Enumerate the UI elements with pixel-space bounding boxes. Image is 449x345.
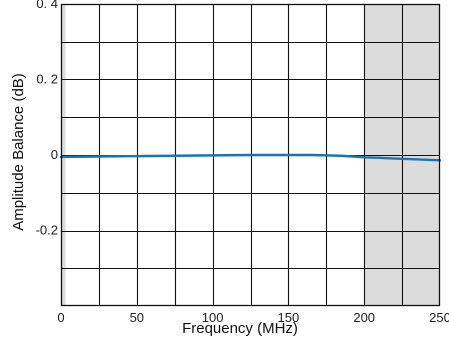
y-tick-label: 0. 2 xyxy=(36,72,58,87)
x-tick-label: 250 xyxy=(429,310,449,325)
series-line-layer xyxy=(59,153,442,162)
x-tick-label: 0 xyxy=(57,310,64,325)
series-line-0 xyxy=(59,153,442,162)
x-tick-label: 50 xyxy=(130,310,144,325)
y-axis-title: Amplitude Balance (dB) xyxy=(10,73,27,231)
x-tick-label: 150 xyxy=(278,310,300,325)
y-tick-label: 0 xyxy=(51,147,58,162)
x-tick-label: 200 xyxy=(353,310,375,325)
y-tick-label: -0.2 xyxy=(36,223,58,238)
grid-layer xyxy=(61,4,440,306)
plot-frame-layer xyxy=(60,3,441,307)
x-tick-label: 100 xyxy=(202,310,224,325)
y-tick-label: 0. 4 xyxy=(36,0,58,11)
x-axis-title: Frequency (MHz) xyxy=(182,320,298,337)
tick-label-layer: 0 50 100 150 200 250 -0.2 0 0. 2 0. 4 xyxy=(36,0,449,325)
plot-frame xyxy=(60,3,441,307)
